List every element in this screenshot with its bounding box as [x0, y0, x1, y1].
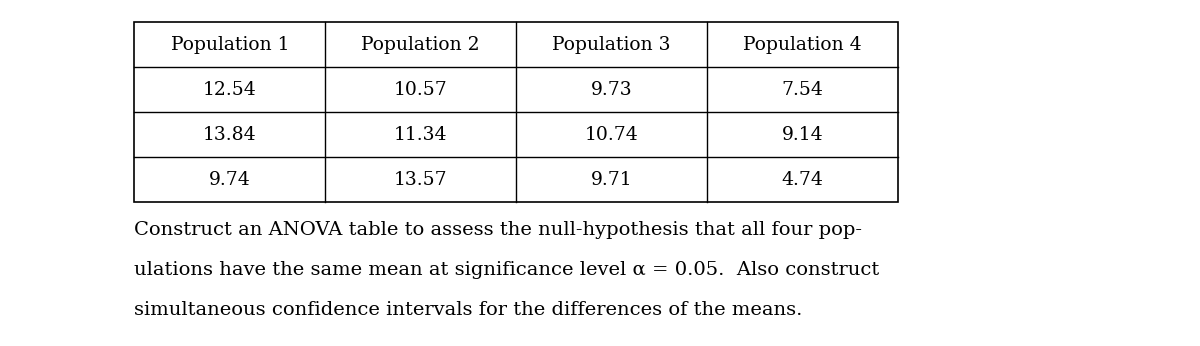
Text: 4.74: 4.74 [781, 171, 823, 189]
Text: 9.14: 9.14 [781, 126, 823, 144]
Text: 9.71: 9.71 [590, 171, 632, 189]
Text: Population 4: Population 4 [743, 36, 862, 54]
Text: 13.84: 13.84 [203, 126, 257, 144]
Text: Population 2: Population 2 [361, 36, 480, 54]
Text: 13.57: 13.57 [394, 171, 448, 189]
Text: 9.74: 9.74 [209, 171, 251, 189]
Text: 12.54: 12.54 [203, 81, 257, 99]
Text: 7.54: 7.54 [781, 81, 823, 99]
Text: Population 3: Population 3 [552, 36, 671, 54]
Text: Construct an ANOVA table to assess the null-hypothesis that all four pop-: Construct an ANOVA table to assess the n… [134, 221, 863, 239]
Text: 9.73: 9.73 [590, 81, 632, 99]
Text: ulations have the same mean at significance level α = 0.05.  Also construct: ulations have the same mean at significa… [134, 261, 880, 279]
Bar [134, 22, 898, 202]
Text: 11.34: 11.34 [394, 126, 448, 144]
Text: simultaneous confidence intervals for the differences of the means.: simultaneous confidence intervals for th… [134, 301, 803, 319]
Text: Population 1: Population 1 [170, 36, 289, 54]
Text: 10.74: 10.74 [584, 126, 638, 144]
Text: 10.57: 10.57 [394, 81, 448, 99]
